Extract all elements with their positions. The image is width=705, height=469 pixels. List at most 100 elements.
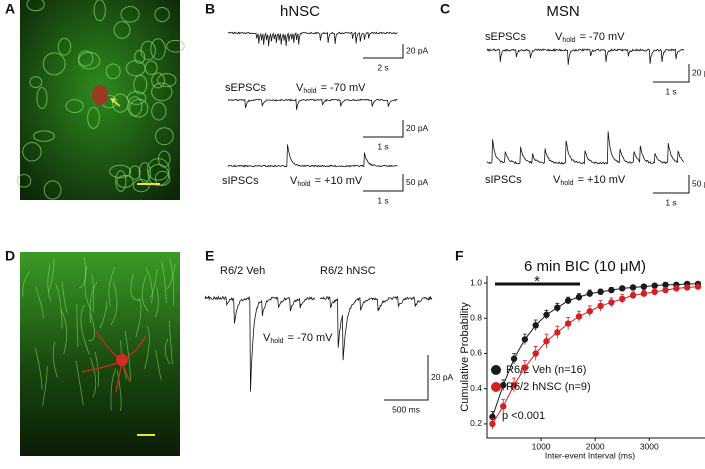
arrow-head	[110, 98, 116, 103]
x-axis-label: Inter-event Interval (ms)	[545, 450, 635, 460]
data-point	[673, 285, 680, 292]
scale-bar	[363, 174, 404, 192]
vhold-value: = -70 mV	[288, 332, 334, 344]
data-point	[619, 285, 626, 292]
trace-name: R6/2 hNSC	[320, 265, 376, 277]
axes	[486, 276, 705, 439]
cell	[151, 72, 166, 89]
data-point	[532, 350, 539, 357]
vhold: Vhold = +10 mV	[553, 174, 626, 187]
panel-label: D	[5, 248, 15, 264]
fiber	[55, 283, 63, 329]
legend-marker	[491, 382, 501, 392]
data-point	[543, 337, 550, 345]
y-axis-label: Cumulative Probability	[459, 302, 471, 412]
cell	[134, 49, 146, 64]
y-tick-label: 1.0	[470, 277, 482, 287]
cell	[26, 0, 45, 12]
data-point	[597, 302, 604, 310]
data-point	[629, 284, 637, 291]
data-point	[489, 420, 496, 428]
data-point	[554, 304, 561, 311]
data-point	[500, 403, 507, 410]
x-tick-label: 2000	[586, 441, 605, 451]
cell	[36, 86, 48, 109]
data-point	[651, 282, 658, 289]
vhold-subscript: hold	[562, 37, 575, 44]
data-point	[521, 364, 529, 371]
trace-name: sEPSCs	[485, 31, 526, 43]
fiber	[60, 309, 68, 355]
panel-label: C	[440, 1, 450, 17]
cell	[146, 158, 170, 181]
fiber	[169, 257, 175, 306]
scale-label: 500 ms	[392, 404, 420, 414]
scale-label: 20 pA	[406, 45, 429, 55]
cell	[166, 39, 185, 53]
fiber	[76, 303, 79, 347]
legend-marker	[491, 365, 501, 375]
cell	[120, 6, 140, 23]
scale-label: 50 pA	[406, 177, 429, 187]
cell	[93, 0, 106, 22]
cell-outlines	[16, 0, 185, 411]
panel-title: hNSC	[280, 3, 320, 20]
cell	[65, 99, 84, 113]
vhold: Vhold = -70 mV	[263, 332, 333, 345]
fiber	[89, 281, 98, 323]
current-trace	[486, 131, 685, 165]
vhold: Vhold = -70 mV	[296, 82, 366, 95]
scale-bar	[653, 175, 690, 194]
vhold-symbol: V	[553, 174, 561, 186]
cell	[128, 165, 141, 180]
vhold-value: = -70 mV	[580, 31, 626, 43]
vhold-value: = +10 mV	[578, 174, 626, 186]
vhold-symbol: V	[290, 175, 298, 187]
micrograph-d	[20, 252, 180, 456]
cell	[113, 21, 131, 39]
scale-bar	[363, 44, 404, 59]
fiber	[145, 267, 153, 304]
current-trace	[486, 47, 685, 65]
data-point	[651, 288, 658, 296]
data-point	[575, 313, 583, 320]
vhold-symbol: V	[555, 31, 563, 43]
y-tick-label: 0.2	[470, 418, 482, 428]
data-point	[543, 311, 550, 318]
annotation: *	[534, 273, 540, 290]
data-point	[554, 329, 561, 336]
cell	[154, 170, 171, 186]
y-tick-label: 0.6	[470, 348, 482, 358]
data-point	[500, 381, 507, 389]
cell	[77, 50, 94, 67]
y-tick-label: 0.8	[470, 313, 482, 323]
fiber	[94, 351, 100, 387]
fiber	[35, 347, 43, 390]
data-point	[510, 381, 518, 389]
scale-label: 20 pA	[406, 123, 429, 133]
trace-name: sEPSCs	[225, 82, 266, 94]
cell	[147, 164, 170, 186]
cell	[115, 170, 127, 192]
cell	[111, 93, 129, 113]
data-point	[683, 284, 691, 291]
cell	[22, 141, 42, 162]
fiber	[110, 282, 118, 326]
scale-bar	[363, 120, 404, 138]
vhold: Vhold = +10 mV	[290, 175, 363, 188]
fiber	[164, 338, 171, 365]
fiber	[88, 313, 95, 341]
data-point	[619, 295, 626, 303]
data-point	[608, 286, 615, 294]
cell	[150, 38, 166, 61]
fiber	[78, 257, 86, 289]
fiber	[22, 271, 30, 297]
series-line	[491, 283, 698, 418]
cell	[16, 174, 32, 188]
scale-bar	[384, 355, 429, 401]
fiber	[108, 266, 116, 307]
cell	[109, 164, 132, 179]
annotation: p <0.001	[502, 410, 545, 422]
